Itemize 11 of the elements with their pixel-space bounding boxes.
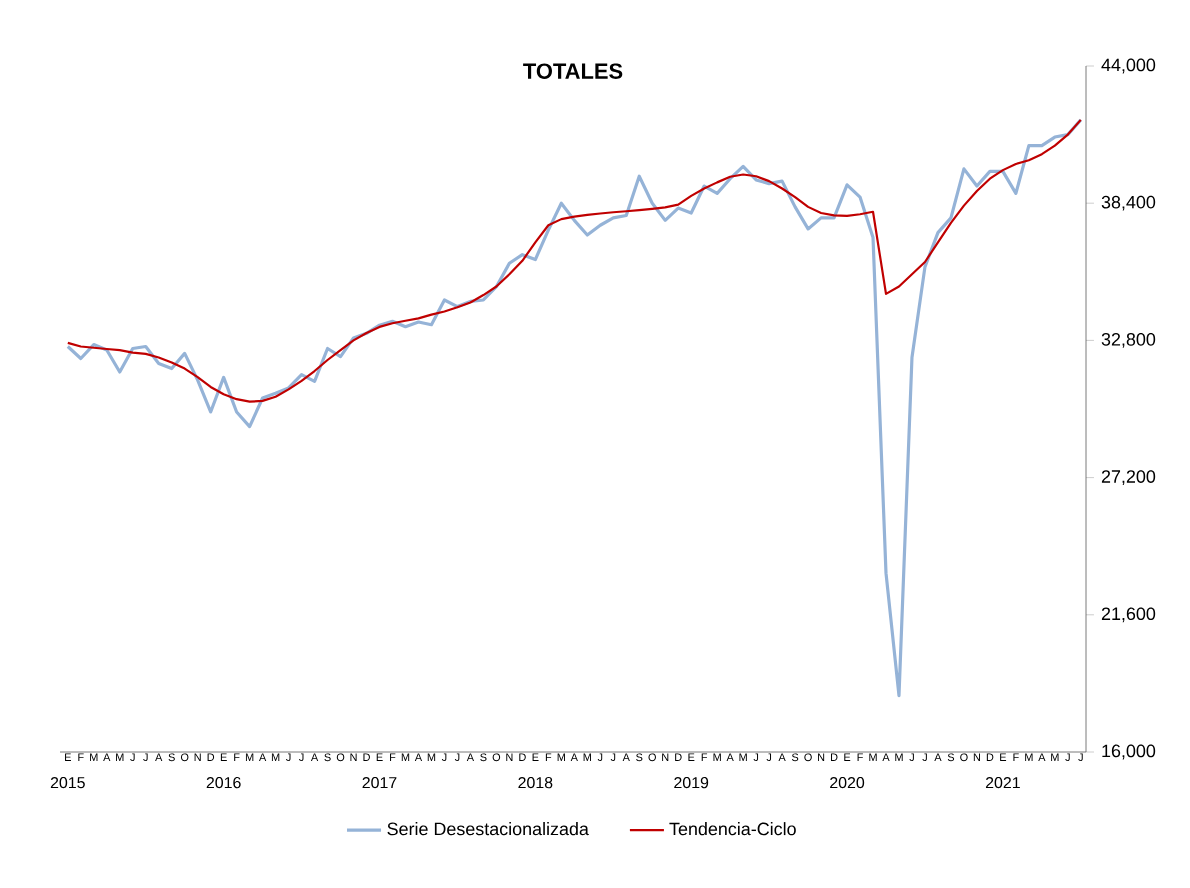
y-tick-label: 32,800: [1101, 332, 1156, 348]
y-tick-label: 27,200: [1101, 470, 1156, 485]
legend-label: Tendencia-Ciclo: [669, 822, 796, 836]
y-tick-label: 21,600: [1101, 607, 1156, 623]
y-tick-label: 16,000: [1102, 744, 1156, 760]
line-series: [66, 118, 1083, 698]
y-tick-label: 44,000: [1101, 58, 1156, 74]
y-tick-label: 38,400: [1101, 195, 1156, 211]
line-series: [66, 118, 1082, 403]
legend-label: Serie Desestacionalizada: [387, 822, 589, 836]
chart-title: TOTALES: [523, 63, 623, 79]
